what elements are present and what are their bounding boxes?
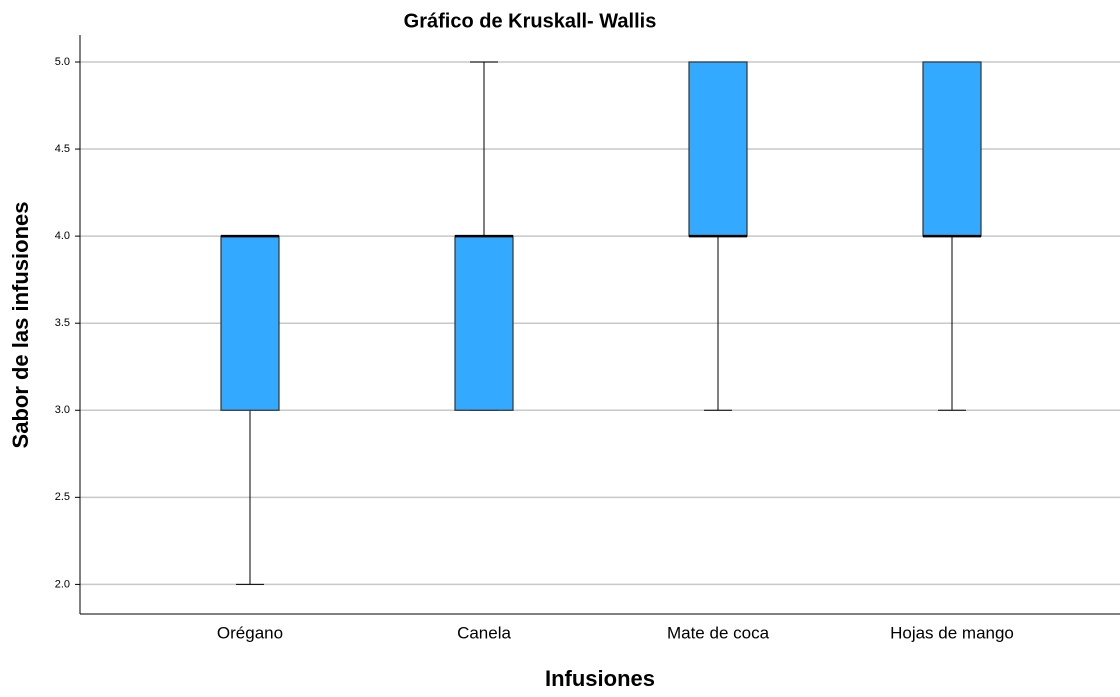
y-tick-label: 3.0 — [55, 404, 70, 416]
box — [922, 61, 982, 237]
box — [688, 61, 748, 237]
y-tick-label: 5.0 — [55, 56, 70, 68]
box — [220, 235, 280, 411]
y-tick-label: 2.0 — [55, 578, 70, 590]
y-tick-label: 4.0 — [55, 230, 70, 242]
y-axis-label: Sabor de las infusiones — [8, 202, 33, 449]
x-tick-label: Orégano — [217, 623, 283, 642]
x-axis-label: Infusiones — [545, 666, 655, 691]
y-tick-label: 2.5 — [55, 491, 70, 503]
y-tick-label: 3.5 — [55, 317, 70, 329]
x-tick-label: Mate de coca — [667, 623, 770, 642]
y-tick-label: 4.5 — [55, 143, 70, 155]
chart-title: Gráfico de Kruskall- Wallis — [404, 10, 657, 32]
x-tick-label: Hojas de mango — [890, 623, 1014, 642]
box — [454, 235, 514, 411]
x-tick-label: Canela — [457, 623, 511, 642]
